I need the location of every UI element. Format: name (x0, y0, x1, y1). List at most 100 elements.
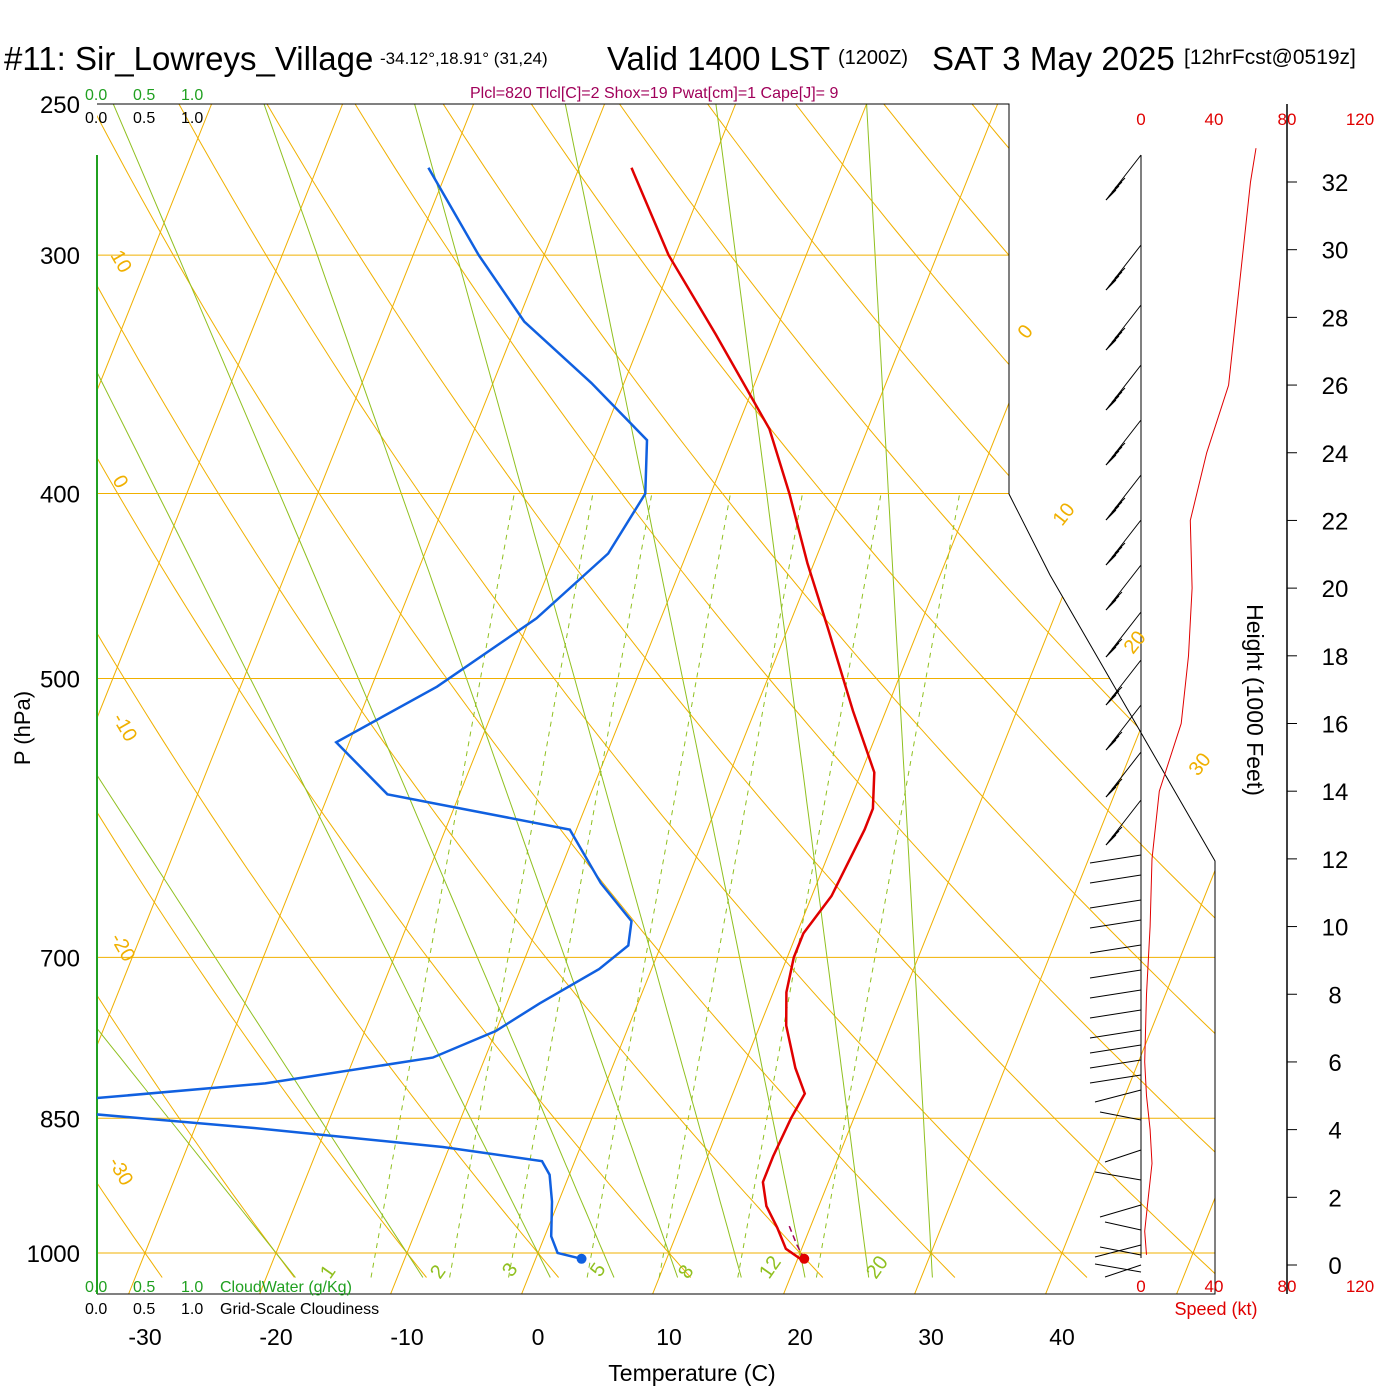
wind-barb (1089, 989, 1142, 999)
dry-adiabat-line (530, 104, 1215, 919)
cloudwater-tick: 1.0 (181, 87, 203, 104)
dry-adiabat-line (354, 104, 1215, 1153)
wind-barb-flag (1108, 595, 1120, 607)
wind-barb-flag (1105, 399, 1117, 411)
temperature-tick-label: 40 (1049, 1324, 1075, 1350)
wind-barb (1089, 919, 1142, 929)
wind-barb-flag (1105, 786, 1117, 798)
cloudwater-tick: 0.0 (85, 1279, 107, 1296)
pressure-tick-label: 250 (40, 92, 80, 119)
moist-adiabat-label: 2 (426, 1261, 450, 1283)
wind-barb-flag (1105, 646, 1117, 658)
stability-indices: Plcl=820 Tlcl[C]=2 Shox=19 Pwat[cm]=1 Ca… (470, 85, 838, 102)
moist-adiabat-line (112, 104, 615, 1278)
wind-barb (1104, 1221, 1142, 1231)
wind-barb (1104, 1264, 1142, 1278)
isotherm-line (97, 104, 213, 392)
speed-tick-label: 40 (1205, 1277, 1224, 1296)
temperature-tick-label: -10 (390, 1324, 423, 1350)
cloudiness-tick: 1.0 (181, 110, 203, 127)
wind-barb (1094, 1089, 1142, 1103)
cloud-scale-top: 0.0 0.5 1.0 0.0 0.5 1.0 (85, 87, 203, 127)
wind-barb (1089, 1074, 1142, 1084)
isotherm-line (97, 104, 344, 720)
height-tick-label: 32 (1322, 170, 1349, 197)
wind-barb-flag (1108, 830, 1120, 842)
y-axis-title: P (hPa) (10, 691, 35, 765)
wind-barb-flag (1111, 331, 1123, 343)
wind-panel (1089, 104, 1297, 1294)
temperature-tick-label: 0 (532, 1324, 545, 1350)
wind-barb (1094, 1171, 1142, 1181)
wind-barb-flag (1111, 731, 1123, 743)
plot-frame (96, 103, 1217, 1295)
speed-tick-label: 120 (1346, 1277, 1374, 1296)
wind-barb-flag (1108, 782, 1120, 794)
moist-adiabat-line (715, 104, 870, 1278)
surface-dewpoint-dot (576, 1253, 587, 1264)
speed-tick-label: 80 (1278, 1277, 1297, 1296)
wind-barb (1104, 1149, 1142, 1163)
dewpoint-line (97, 167, 649, 1261)
temperature-tick-label: 20 (787, 1324, 813, 1350)
wind-barb-flag (1111, 446, 1123, 458)
dry-adiabat-line (266, 104, 1215, 1275)
temperature-tick-label: 30 (918, 1324, 944, 1350)
speed-tick-label: 0 (1136, 110, 1145, 129)
isotherm-line (521, 104, 999, 1294)
wind-barb-flag (1114, 387, 1126, 399)
wind-barb-flag (1108, 185, 1120, 197)
isotherm-line (1308, 104, 1400, 1294)
wind-barb-flag (1108, 550, 1120, 562)
moist-adiabat-label: 5 (586, 1259, 610, 1281)
pressure-tick-label: 300 (40, 243, 80, 270)
dry-adiabat-line (97, 994, 295, 1278)
dry-adiabat-line (97, 456, 692, 1278)
speed-tick-label: 40 (1205, 110, 1224, 129)
wind-barb-flag (1105, 694, 1117, 706)
height-tick-label: 8 (1328, 982, 1341, 1009)
wind-barb-flag (1105, 509, 1117, 521)
moist-adiabat-line (866, 104, 933, 1278)
wind-barb-flag (1108, 690, 1120, 702)
wind-barb-flag (1111, 181, 1123, 193)
wind-barb (1089, 969, 1142, 979)
dry-adiabat-line (97, 632, 559, 1278)
moist-adiabat-line (97, 774, 424, 1278)
valid-zulu: (1200Z) (838, 47, 908, 69)
wind-barb (1099, 1204, 1142, 1218)
cloud-scale-bottom: 0.0 0.5 1.0 CloudWater (g/Kg) 0.0 0.5 1.… (85, 1279, 379, 1318)
wind-barb (1089, 944, 1142, 954)
height-tick-label: 28 (1322, 305, 1349, 332)
height-tick-label: 30 (1322, 238, 1349, 265)
dry-adiabat-line (707, 104, 1215, 696)
dry-adiabat-line (178, 104, 1088, 1278)
plot-mask (1009, 104, 1217, 1294)
wind-barb-flag (1105, 454, 1117, 466)
wind-barb (1089, 1009, 1142, 1019)
mixing-ratio-line (508, 493, 653, 1278)
wind-barb-flag (1108, 735, 1120, 747)
wind-barb-flag (1105, 739, 1117, 751)
temperature-line (630, 167, 876, 1260)
isotherm-label: -30 (104, 1154, 138, 1190)
wind-barb-flag (1111, 546, 1123, 558)
temperature-tick-label: -30 (128, 1324, 161, 1350)
valid-time: Valid 1400 LST (607, 40, 830, 77)
isotherm-line (97, 104, 475, 1047)
moist-adiabat-label: 20 (862, 1252, 893, 1283)
height-tick-label: 2 (1328, 1185, 1341, 1212)
dry-adiabat-line (97, 114, 956, 1278)
wind-barb-flag (1111, 778, 1123, 790)
pressure-tick-label: 1000 (27, 1241, 80, 1268)
wind-barb (1089, 1059, 1142, 1069)
speed-tick-label: 80 (1278, 110, 1297, 129)
pressure-tick-label: 850 (40, 1106, 80, 1133)
forecast-info: [12hrFcst@0519z] (1184, 46, 1356, 69)
moist-adiabat-label: 3 (498, 1259, 522, 1281)
wind-barb-flag (1108, 275, 1120, 287)
isotherm-line (128, 104, 606, 1294)
isotherm-label: -20 (106, 930, 140, 966)
wind-barb-flag (1111, 271, 1123, 283)
